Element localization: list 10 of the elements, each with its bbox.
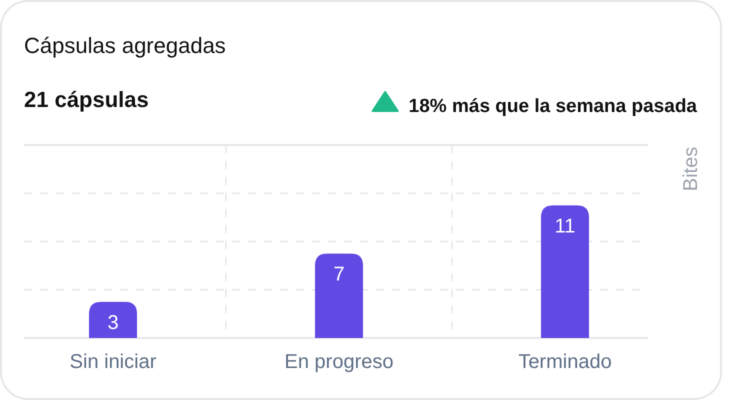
chart-title: Cápsulas agregadas <box>24 33 226 58</box>
data-label: 7 <box>333 264 345 286</box>
text: 18% más que la semana pasada <box>408 96 698 117</box>
x-tick-label: Sin iniciar <box>70 351 157 374</box>
data-label: 11 <box>554 215 576 238</box>
data-label: 3 <box>107 312 119 334</box>
x-tick-label: Terminado <box>518 351 612 374</box>
chart-subtitle: 21 cápsulas <box>24 87 149 112</box>
x-tick-label: En progreso <box>284 351 394 374</box>
y-axis-title: Bites <box>680 146 702 192</box>
